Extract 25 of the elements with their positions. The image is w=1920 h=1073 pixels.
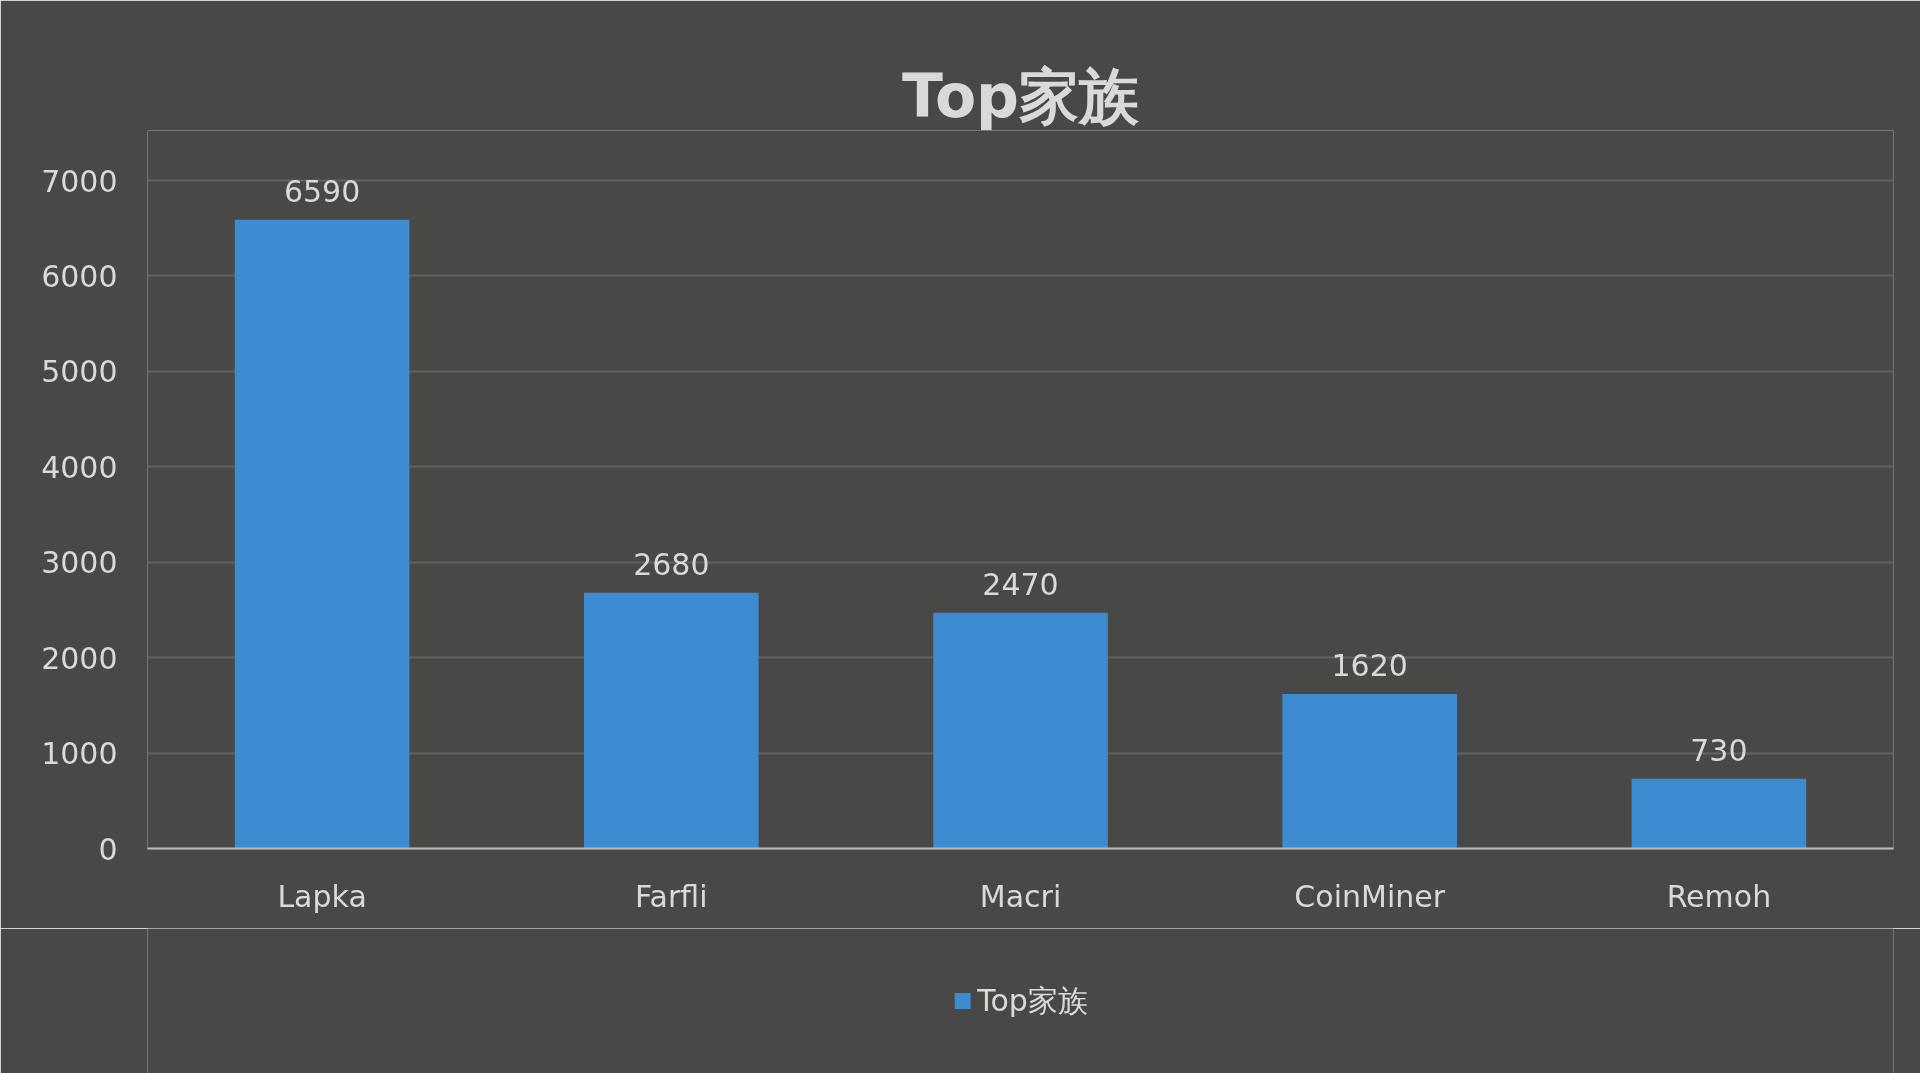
bar <box>1631 778 1807 849</box>
y-tick-label: 7000 <box>41 163 118 199</box>
bar <box>933 612 1108 849</box>
y-tick-label: 6000 <box>41 258 118 294</box>
x-tick-label: Farfli <box>635 878 708 914</box>
x-tick-label: Remoh <box>1666 878 1772 914</box>
bar <box>1282 693 1457 849</box>
y-tick-label: 0 <box>98 831 118 867</box>
x-tick-label: CoinMiner <box>1294 878 1446 914</box>
y-tick-label: 3000 <box>41 545 118 581</box>
data-label: 2470 <box>982 566 1059 602</box>
y-tick-label: 5000 <box>41 354 118 390</box>
x-tick-label: Macri <box>979 878 1062 914</box>
data-label: 1620 <box>1331 647 1408 683</box>
chart-title: Top家族 <box>901 60 1141 131</box>
bar <box>584 592 759 849</box>
y-tick-label: 1000 <box>41 736 118 772</box>
legend-label: Top家族 <box>977 981 1088 1019</box>
data-label: 6590 <box>283 173 361 209</box>
y-tick-label: 2000 <box>41 640 118 676</box>
bar <box>234 219 410 849</box>
data-label: 730 <box>1690 732 1748 768</box>
x-tick-label: Lapka <box>277 878 367 914</box>
data-label: 2680 <box>633 546 710 582</box>
y-tick-label: 4000 <box>41 449 118 485</box>
